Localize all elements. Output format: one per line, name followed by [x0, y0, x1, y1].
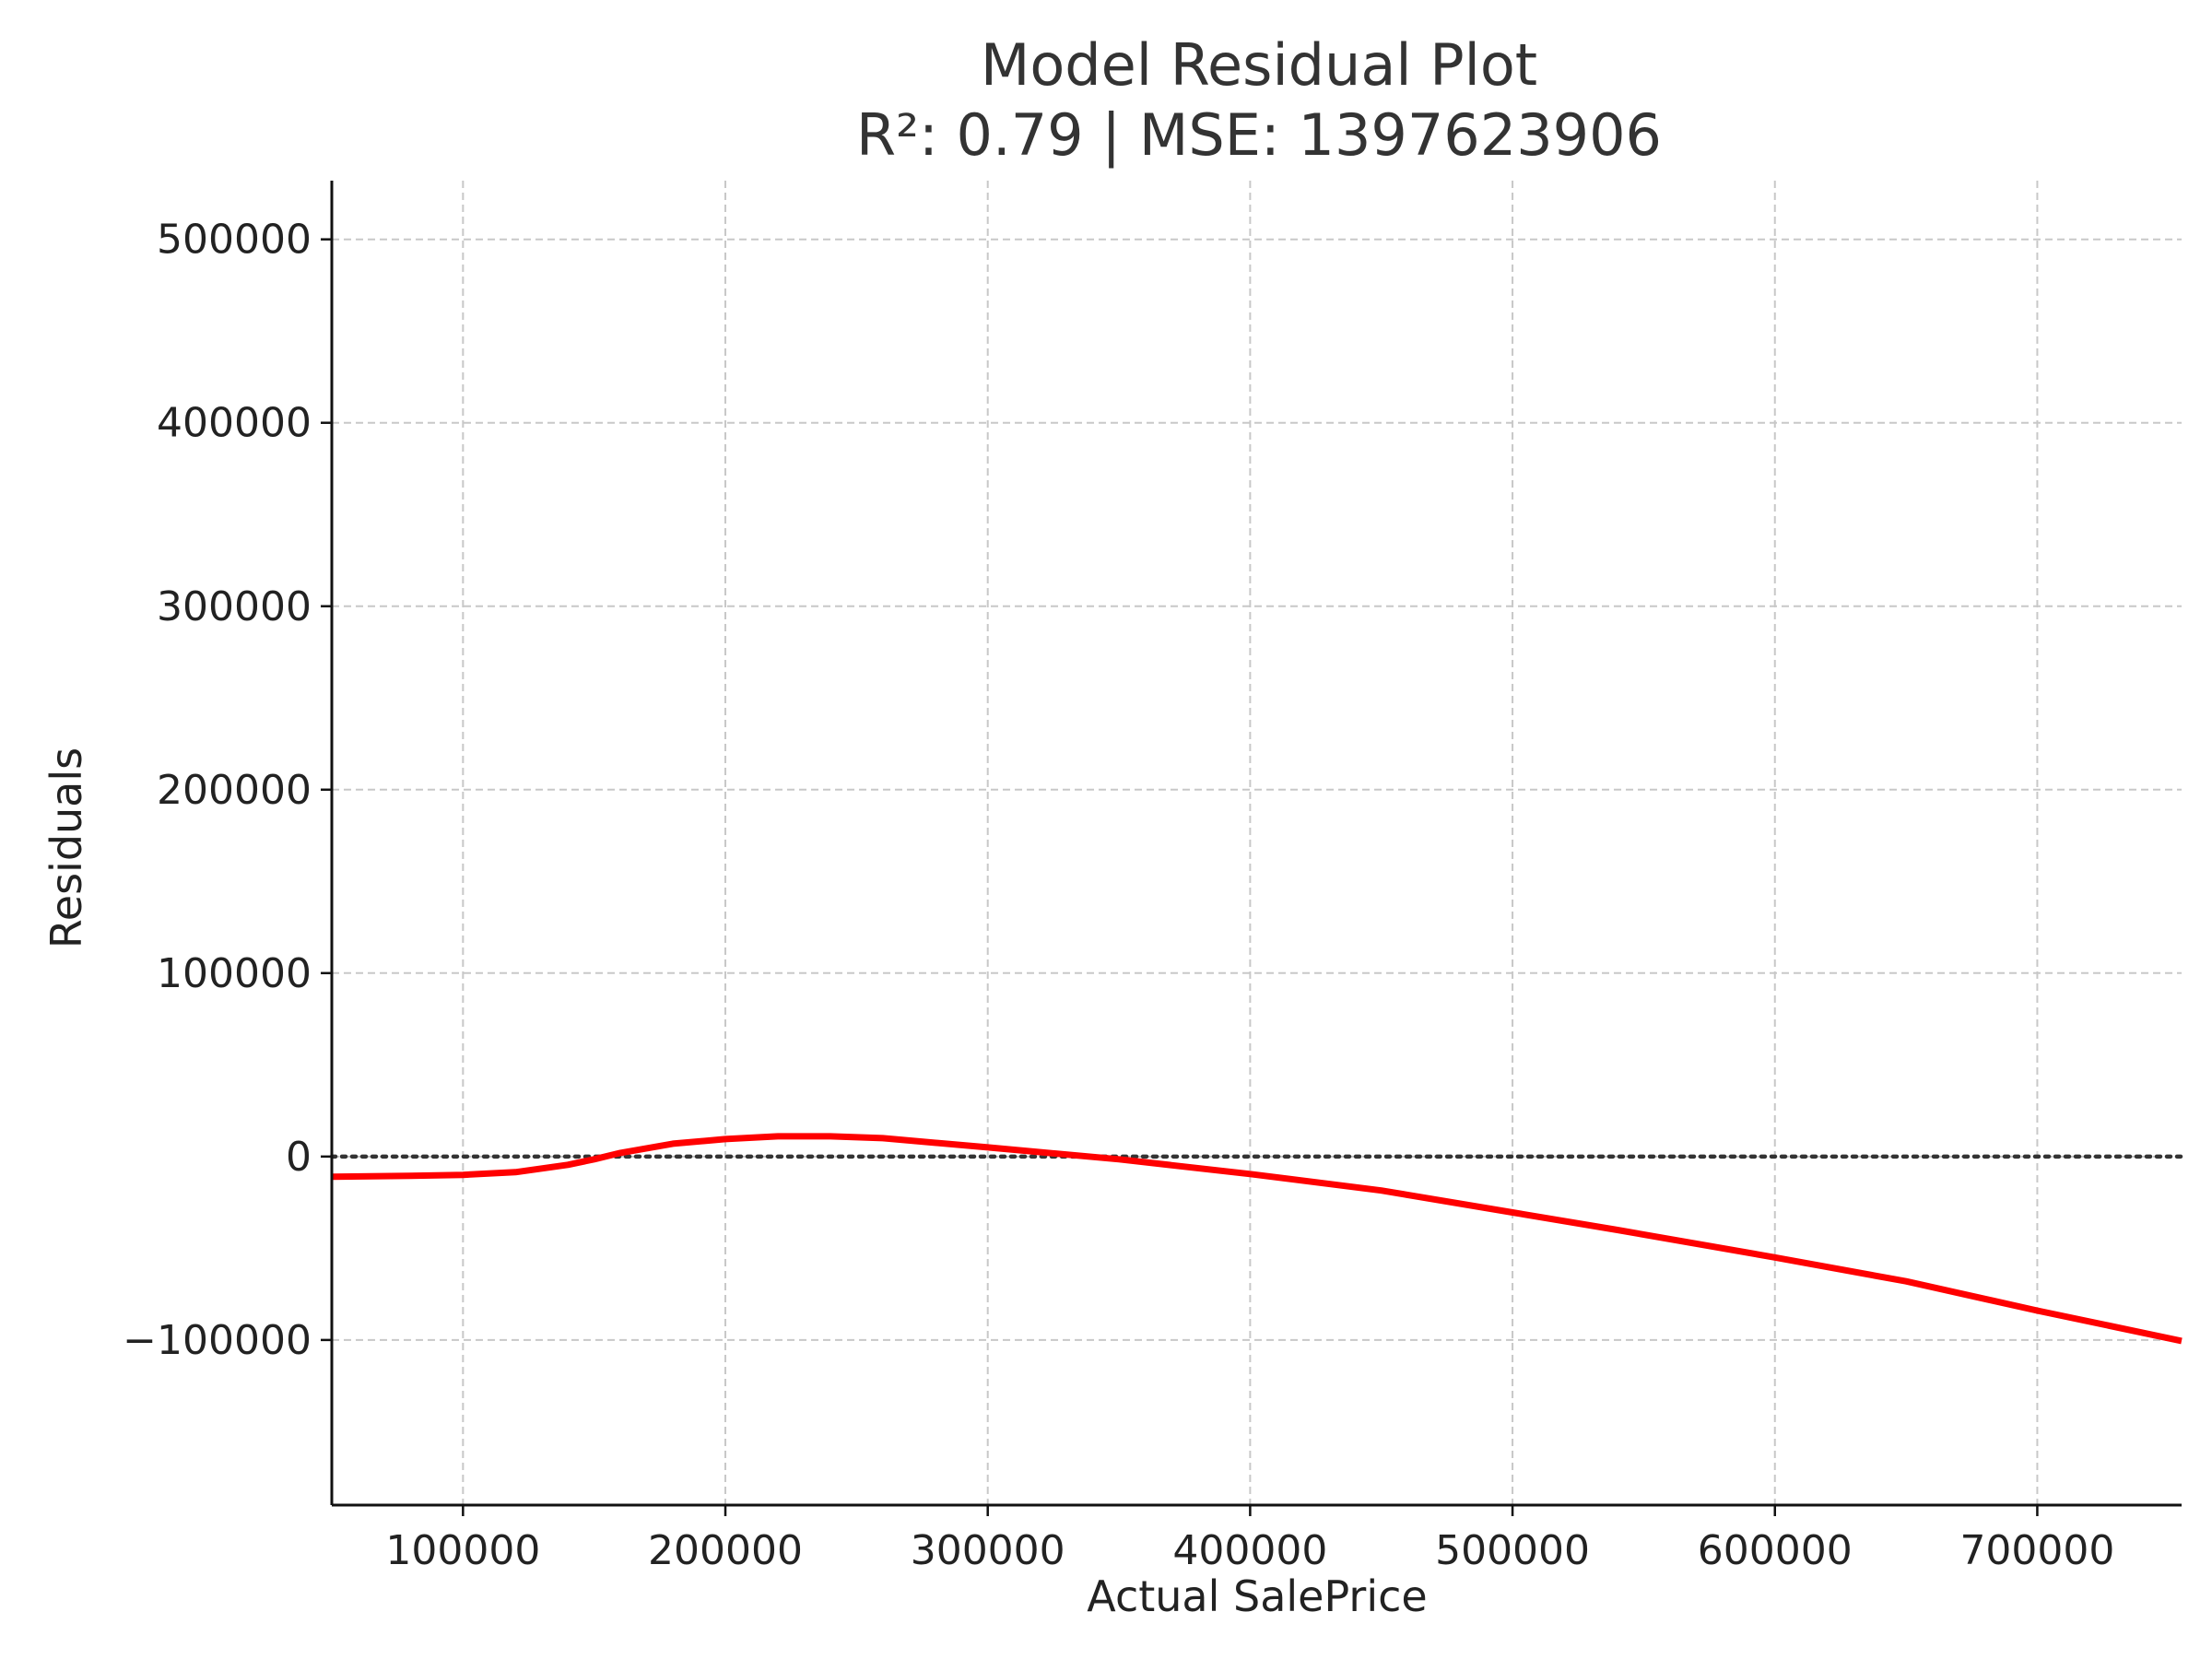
x-axis-label: Actual SalePrice — [1087, 1571, 1427, 1621]
y-tick-label-2: 100000 — [157, 950, 312, 997]
x-axis-ticks: 100000 200000 300000 400000 500000 600000 7000… — [385, 1505, 2114, 1574]
chart-title: Model Residual Plot — [981, 31, 1537, 99]
y-tick-label-4: 300000 — [157, 583, 312, 630]
y-tick-label-6: 500000 — [157, 217, 312, 264]
y-tick-label-3: 200000 — [157, 767, 312, 814]
x-tick-label-5: 600000 — [1698, 1527, 1853, 1574]
y-axis-label: Residuals — [41, 747, 91, 948]
x-tick-label-0: 100000 — [385, 1527, 540, 1574]
axes — [330, 181, 2182, 1507]
chart-subtitle: R²: 0.79 | MSE: 1397623906 — [856, 101, 1662, 170]
series-group — [331, 1133, 2183, 1345]
x-tick-label-1: 200000 — [648, 1527, 803, 1574]
series-line-0 — [331, 1133, 2183, 1345]
x-tick-label-3: 400000 — [1172, 1527, 1327, 1574]
grid-lines — [332, 181, 2182, 1505]
y-tick-label-0: −100000 — [123, 1317, 312, 1364]
x-tick-label-2: 300000 — [911, 1527, 1065, 1574]
y-axis-ticks: −100000 0 100000 200000 300000 400000 500000 — [123, 217, 332, 1364]
y-tick-label-5: 400000 — [157, 400, 312, 447]
x-tick-label-6: 700000 — [1959, 1527, 2114, 1574]
x-tick-label-4: 500000 — [1435, 1527, 1590, 1574]
y-tick-label-1: 0 — [286, 1134, 312, 1181]
